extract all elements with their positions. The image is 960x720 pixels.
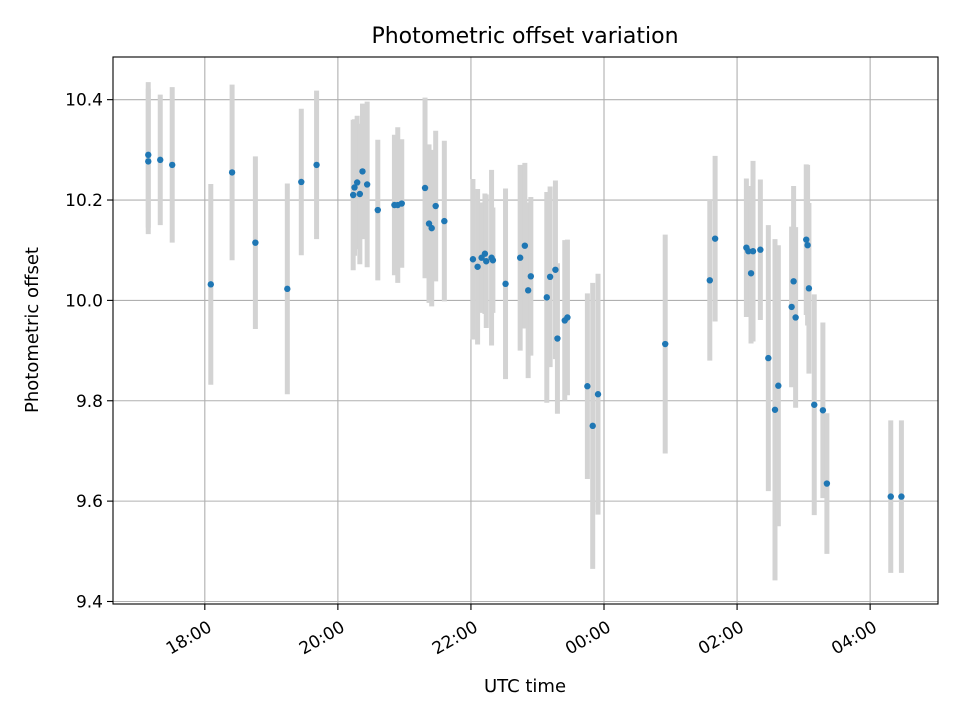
data-point — [706, 277, 713, 284]
y-tick-label: 9.8 — [76, 392, 103, 412]
data-point — [803, 236, 810, 243]
data-point — [552, 266, 559, 273]
data-point — [711, 235, 719, 242]
chart-title: Photometric offset variation — [371, 24, 678, 49]
data-point — [252, 239, 259, 246]
x-axis-label: UTC time — [484, 676, 566, 697]
data-point — [349, 191, 357, 199]
data-point — [527, 273, 535, 280]
data-point — [481, 250, 489, 257]
y-axis-ticks: 9.4 9.6 9.8 10.0 10.2 10.4 — [65, 91, 113, 612]
data-point — [898, 493, 905, 500]
data-point — [662, 340, 669, 348]
data-point — [351, 184, 358, 191]
data-point — [483, 258, 490, 265]
data-point — [589, 422, 596, 430]
data-point — [469, 256, 477, 263]
data-point — [546, 273, 554, 281]
data-point — [819, 407, 827, 414]
plot-frame — [112, 56, 939, 605]
y-tick-label: 9.4 — [76, 592, 103, 612]
data-points — [145, 151, 905, 500]
data-point — [564, 314, 571, 321]
data-point — [771, 406, 779, 413]
y-tick-label: 10.4 — [65, 91, 103, 111]
data-point — [145, 158, 152, 165]
data-point — [313, 161, 320, 169]
data-point — [428, 224, 435, 232]
data-point — [749, 248, 757, 255]
data-point — [502, 280, 509, 288]
data-point — [757, 246, 764, 253]
data-point — [887, 493, 894, 500]
data-point — [543, 294, 550, 301]
data-point — [169, 161, 176, 169]
data-point — [594, 391, 602, 398]
data-point — [298, 178, 305, 186]
data-point — [584, 383, 591, 390]
data-point — [356, 190, 364, 198]
data-point — [521, 242, 529, 249]
data-point — [745, 248, 752, 255]
data-point — [489, 257, 497, 264]
data-point — [811, 401, 818, 408]
data-point — [805, 285, 813, 292]
data-point — [788, 303, 795, 311]
y-tick-label: 10.0 — [65, 291, 103, 311]
data-point — [474, 263, 481, 270]
data-point — [441, 217, 448, 225]
y-axis-label: Photometric offset — [22, 247, 43, 413]
data-point — [524, 287, 532, 294]
data-point — [398, 200, 405, 207]
data-point — [792, 314, 799, 321]
data-point — [353, 179, 361, 186]
data-point — [359, 168, 366, 175]
data-point — [554, 335, 561, 342]
data-point — [804, 241, 811, 249]
data-point — [775, 382, 782, 389]
data-point — [363, 181, 371, 188]
data-point — [421, 184, 429, 192]
data-point — [157, 156, 164, 164]
y-tick-label: 10.2 — [65, 191, 103, 211]
data-point — [516, 254, 524, 261]
data-point — [790, 278, 797, 285]
data-point — [207, 281, 215, 288]
data-point — [747, 270, 755, 277]
data-point — [374, 206, 381, 214]
y-tick-label: 9.6 — [76, 492, 103, 512]
data-point — [228, 169, 236, 176]
data-point — [765, 354, 772, 362]
data-point — [432, 202, 439, 210]
data-point — [823, 480, 831, 487]
data-point — [284, 285, 291, 293]
data-point — [145, 151, 152, 159]
